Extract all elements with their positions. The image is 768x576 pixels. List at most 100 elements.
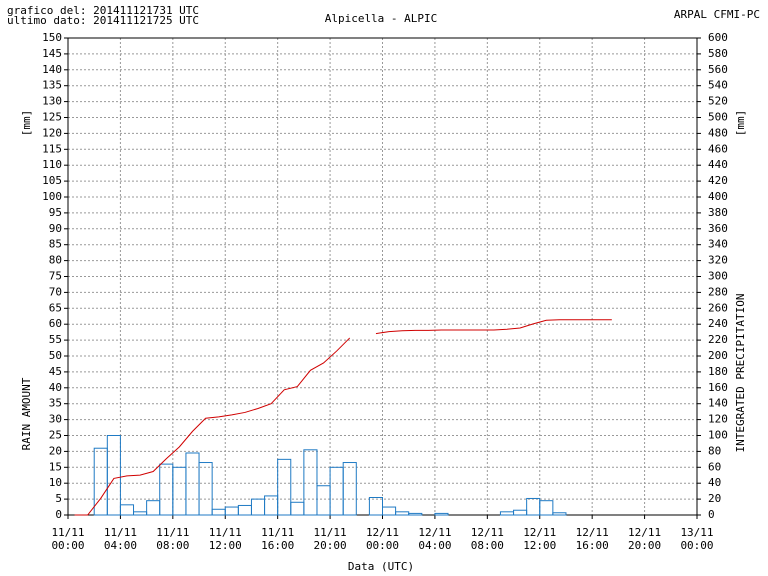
y-tick-label: 15 [49, 460, 62, 473]
y2-tick-label: 60 [708, 460, 721, 473]
y-tick-label: 40 [49, 381, 62, 394]
y-tick-label: 50 [49, 349, 62, 362]
y2-tick-label: 520 [708, 95, 728, 108]
bar [499, 511, 515, 516]
y-tick-label: 45 [49, 365, 62, 378]
y-tick-label: 0 [55, 508, 62, 521]
x-tick-label: 12/11 16:00 [576, 526, 609, 552]
line [74, 319, 612, 516]
x-tick-label: 11/11 04:00 [104, 526, 137, 552]
bar [290, 501, 305, 516]
y-tick-label: 140 [42, 63, 62, 76]
bar [395, 511, 410, 516]
y-tick-label: 85 [49, 238, 62, 251]
y2-tick-label: 300 [708, 270, 728, 283]
annotation: ARPAL CFMI-PC [674, 8, 760, 21]
y-tick-label: 150 [42, 31, 62, 44]
x-tick-label: 12/11 12:00 [523, 526, 556, 552]
bar [185, 452, 200, 516]
x-tick-label: 11/11 20:00 [314, 526, 347, 552]
x-tick-label: 11/11 12:00 [209, 526, 242, 552]
y2-tick-label: 480 [708, 126, 728, 139]
y2-tick-label: 280 [708, 285, 728, 298]
y-tick-label: 60 [49, 317, 62, 330]
y-tick-label: 110 [42, 158, 62, 171]
y-tick-label: 35 [49, 397, 62, 410]
y2-tick-label: 120 [708, 413, 728, 426]
y2-tick-label: 220 [708, 333, 728, 346]
y2-tick-label: 240 [708, 317, 728, 330]
bar [119, 504, 135, 516]
annotation: ultimo dato: 201411121725 UTC [7, 14, 199, 27]
y2-tick-label: 540 [708, 79, 728, 92]
y2-tick-label: 460 [708, 142, 728, 155]
y-tick-label: 120 [42, 126, 62, 139]
x-tick-label: 11/11 08:00 [156, 526, 189, 552]
y2-tick-label: 40 [708, 476, 721, 489]
y2-tick-label: 560 [708, 63, 728, 76]
y2-tick-label: 440 [708, 158, 728, 171]
bar [382, 506, 397, 516]
x-tick-label: 12/11 00:00 [366, 526, 399, 552]
bar [172, 466, 187, 516]
y-tick-label: 135 [42, 79, 62, 92]
y-unit: [mm] [20, 110, 33, 137]
bar [434, 512, 449, 516]
bar [277, 458, 292, 516]
x-tick-label: 11/11 00:00 [51, 526, 84, 552]
bar [224, 506, 239, 516]
y2-tick-label: 200 [708, 349, 728, 362]
y2-tick-label: 360 [708, 222, 728, 235]
y2-tick-label: 420 [708, 174, 728, 187]
bar [93, 447, 108, 516]
y-tick-label: 115 [42, 142, 62, 155]
y-tick-label: 125 [42, 111, 62, 124]
y2-axis-label: INTEGRATED PRECIPITATION [734, 294, 747, 453]
y-tick-label: 100 [42, 190, 62, 203]
x-axis-label: Data (UTC) [348, 560, 414, 573]
y-tick-label: 25 [49, 429, 62, 442]
x-tick-label: 13/11 00:00 [680, 526, 713, 552]
y-tick-label: 65 [49, 301, 62, 314]
bar [513, 509, 528, 516]
x-tick-label: 11/11 16:00 [261, 526, 294, 552]
y2-tick-label: 580 [708, 47, 728, 60]
y-tick-label: 80 [49, 254, 62, 267]
bar [539, 500, 554, 516]
bar [329, 466, 344, 516]
bar [303, 449, 318, 516]
y2-tick-label: 340 [708, 238, 728, 251]
bar [146, 500, 161, 516]
y2-unit: [mm] [734, 110, 747, 137]
y2-tick-label: 140 [708, 397, 728, 410]
y-tick-label: 30 [49, 413, 62, 426]
bar [211, 508, 226, 516]
bar [264, 495, 279, 516]
y-tick-label: 70 [49, 285, 62, 298]
bar [250, 498, 266, 516]
annotation: grafico del: 201411121731 UTC [7, 4, 199, 17]
x-tick-label: 12/11 20:00 [628, 526, 661, 552]
y-axis-label: RAIN AMOUNT [20, 377, 33, 450]
bar [552, 512, 567, 516]
y2-tick-label: 160 [708, 381, 728, 394]
y-tick-label: 75 [49, 270, 62, 283]
bar [237, 504, 252, 516]
y2-tick-label: 380 [708, 206, 728, 219]
x-tick-label: 12/11 04:00 [418, 526, 451, 552]
y-tick-label: 55 [49, 333, 62, 346]
y2-tick-label: 500 [708, 111, 728, 124]
y-tick-label: 105 [42, 174, 62, 187]
y2-tick-label: 600 [708, 31, 728, 44]
y-tick-label: 5 [55, 492, 62, 505]
bar [526, 497, 541, 516]
bar [408, 512, 423, 516]
y2-tick-label: 320 [708, 254, 728, 267]
bar [159, 463, 174, 516]
y-tick-label: 130 [42, 95, 62, 108]
y-tick-label: 20 [49, 444, 62, 457]
y2-tick-label: 20 [708, 492, 721, 505]
y2-tick-label: 260 [708, 301, 728, 314]
y-tick-label: 10 [49, 476, 62, 489]
